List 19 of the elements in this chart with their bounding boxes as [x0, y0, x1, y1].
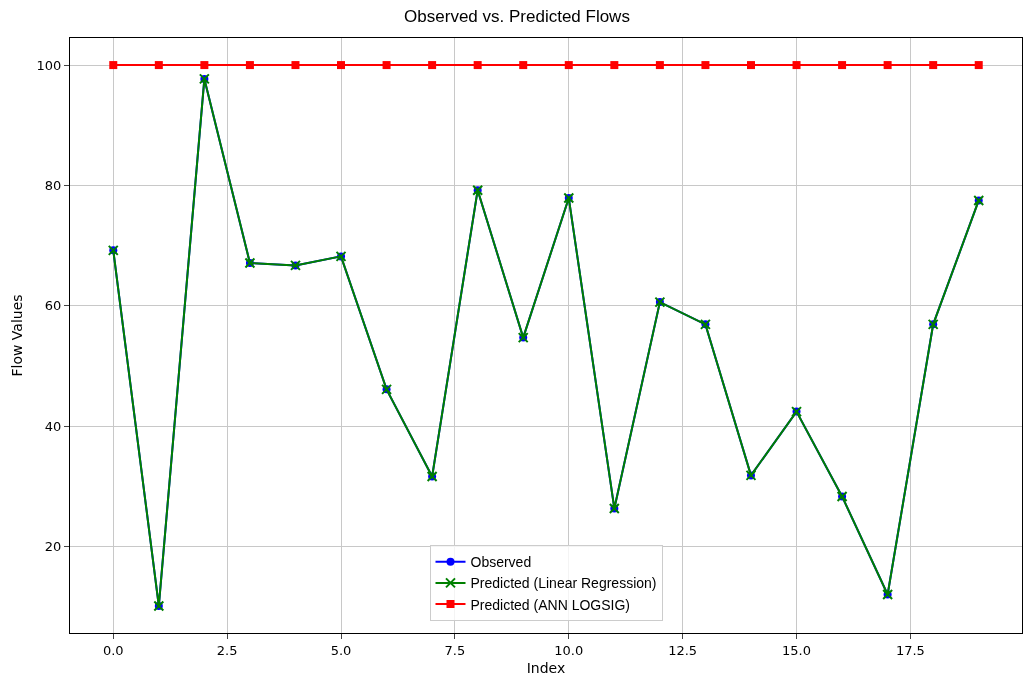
- x-tick-label: 2.5: [216, 642, 238, 658]
- x-tick-label: 5.0: [330, 642, 352, 658]
- x-axis-title: Index: [526, 659, 566, 676]
- legend-label: Predicted (ANN LOGSIG): [470, 596, 630, 613]
- x-tick-label: 17.5: [895, 642, 925, 658]
- x-tick-label: 12.5: [668, 642, 698, 658]
- chart-title: Observed vs. Predicted Flows: [404, 7, 630, 27]
- y-axis-title: Flow Values: [9, 294, 26, 377]
- x-tick-label: 10.0: [554, 642, 584, 658]
- y-tick-label: 20: [44, 538, 62, 554]
- y-tick-label: 100: [36, 57, 62, 73]
- y-tick-label: 80: [44, 177, 62, 193]
- legend-label: Observed: [470, 554, 532, 571]
- legend-label: Predicted (Linear Regression): [470, 575, 657, 592]
- x-tick-label: 15.0: [782, 642, 812, 658]
- y-tick-label: 60: [44, 298, 62, 314]
- x-tick-label: 7.5: [444, 642, 466, 658]
- x-tick-label: 0.0: [102, 642, 124, 658]
- y-tick-label: 40: [44, 418, 62, 434]
